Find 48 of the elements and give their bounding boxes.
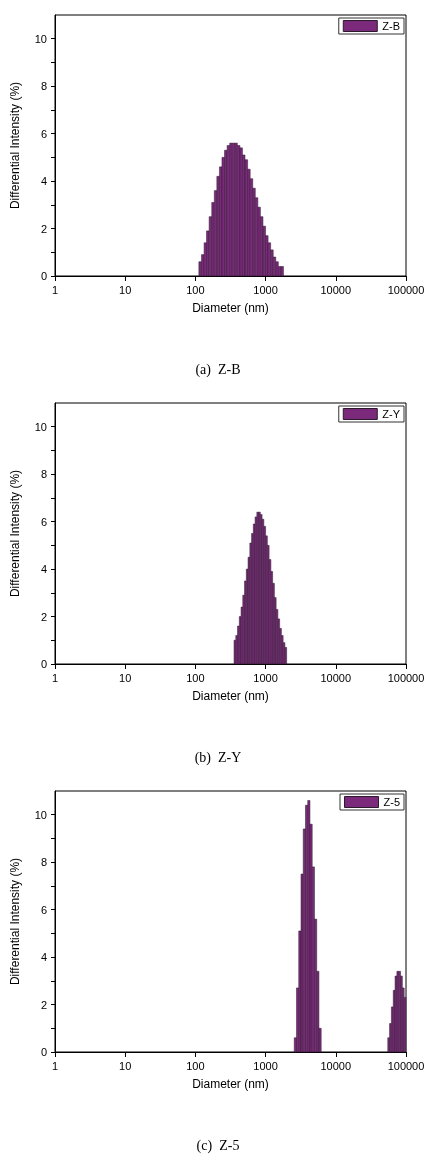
y-tick-label: 2 (40, 610, 47, 623)
x-tick-label: 1 (51, 283, 59, 296)
y-tick-label: 10 (34, 420, 47, 433)
y-tick-label: 10 (34, 32, 47, 45)
x-tick-label: 1000 (253, 283, 278, 296)
y-tick-label: 10 (34, 808, 47, 821)
y-tick-label: 0 (40, 1046, 47, 1058)
x-tick-label: 1000 (253, 671, 278, 684)
legend-label: Z-5 (383, 796, 400, 808)
y-tick-label: 4 (40, 563, 47, 576)
x-tick-label: 10 (119, 1059, 132, 1072)
x-tick-label: 10000 (320, 283, 352, 296)
y-tick-label: 6 (40, 903, 47, 916)
x-tick-label: 100 (186, 283, 205, 296)
x-tick-label: 10000 (320, 1059, 352, 1072)
x-axis-title: Diameter (nm) (192, 301, 269, 315)
x-tick-label: 100 (186, 1059, 205, 1072)
x-tick-label: 10 (119, 283, 132, 296)
y-tick-label: 8 (40, 80, 47, 93)
y-tick-label: 2 (40, 222, 47, 235)
y-tick-label: 4 (40, 175, 47, 188)
text: (a) Z-B (195, 361, 241, 378)
x-tick-label: 10 (119, 671, 132, 684)
y-tick-label: 6 (40, 515, 47, 528)
x-tick-label: 1000 (253, 1059, 278, 1072)
legend-label: Z-Y (382, 408, 401, 420)
text: (c) Z-5 (196, 1137, 240, 1154)
y-axis-title: Differential Intensity (%) (8, 857, 22, 986)
y-tick-label: 0 (40, 270, 47, 282)
y-tick-label: 6 (40, 127, 47, 140)
y-tick-label: 2 (40, 998, 47, 1011)
text: (b) Z-Y (194, 749, 242, 766)
y-axis-title: Differential Intensity (%) (8, 81, 22, 210)
y-tick-label: 0 (40, 658, 47, 670)
x-tick-label: 100000 (387, 671, 425, 684)
y-tick-label: 4 (40, 951, 47, 964)
x-axis-title: Diameter (nm) (192, 1077, 269, 1091)
x-tick-label: 10000 (320, 671, 352, 684)
y-axis-title: Differential Intensity (%) (8, 469, 22, 598)
x-tick-label: 100 (186, 671, 205, 684)
x-tick-label: 1 (51, 671, 59, 684)
x-tick-label: 100000 (387, 1059, 425, 1072)
legend-label: Z-B (382, 20, 401, 32)
x-tick-label: 100000 (387, 283, 425, 296)
y-tick-label: 8 (40, 856, 47, 869)
x-tick-label: 1 (51, 1059, 59, 1072)
x-axis-title: Diameter (nm) (192, 689, 269, 703)
y-tick-label: 8 (40, 468, 47, 481)
